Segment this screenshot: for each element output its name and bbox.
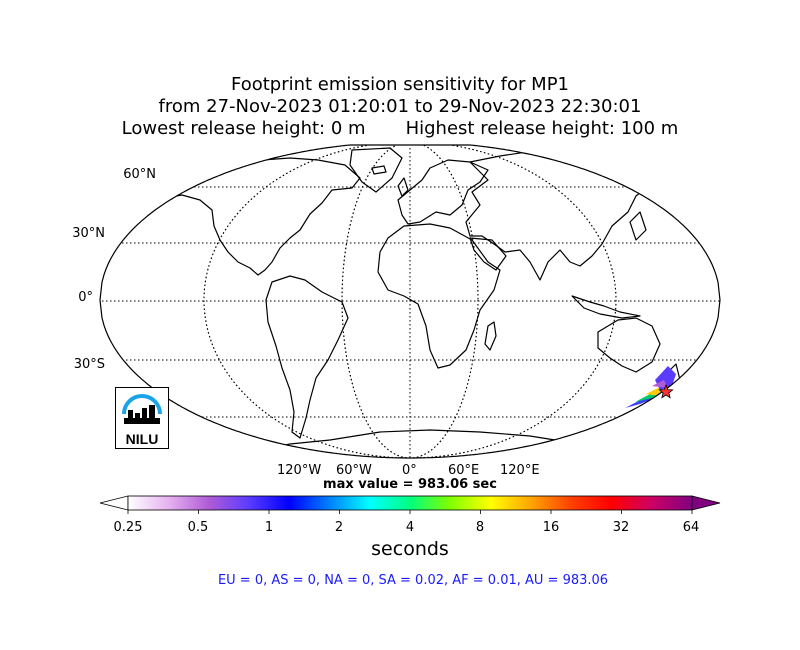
iceland-outline (371, 165, 387, 175)
map-body (100, 145, 720, 458)
plot-title-line-3: Lowest release height: 0 m Highest relea… (121, 118, 679, 139)
nilu-logo: NILU (115, 387, 169, 449)
lon-label-60w: 60°W (336, 463, 372, 478)
lon-label-120e: 120°E (500, 463, 540, 478)
regional-totals: EU = 0, AS = 0, NA = 0, SA = 0.02, AF = … (217, 573, 609, 588)
colorbar-bar (127, 495, 693, 511)
logo-bar (128, 410, 133, 420)
colorbar-tick-label: 0.25 (113, 520, 143, 535)
colorbar (99, 495, 721, 514)
colorbar-tick-label: 4 (405, 520, 415, 535)
colorbar-max-extend (691, 495, 721, 511)
lat-label-equator: 0° (78, 290, 93, 305)
logo-bar (135, 413, 140, 420)
nilu-logo-graphic (122, 394, 162, 424)
colorbar-tick-label: 1 (264, 520, 274, 535)
logo-arc (122, 394, 162, 415)
colorbar-tick-label: 64 (682, 520, 700, 535)
colorbar-tick-label: 8 (475, 520, 485, 535)
colorbar-tick-label: 32 (612, 520, 630, 535)
indonesia-outline (571, 295, 641, 319)
star-icon (658, 383, 674, 399)
logo-bar (142, 408, 147, 420)
colorbar-tick-marks (127, 510, 693, 514)
plume-core (652, 380, 668, 388)
lon-label-60e: 60°E (448, 463, 480, 478)
meridian-line (341, 145, 479, 458)
lat-label-30n: 30°N (72, 226, 105, 241)
colorbar-tick-label: 0.5 (187, 520, 209, 535)
colorbar-tick-label: 16 (542, 520, 560, 535)
lon-label-120w: 120°W (277, 463, 322, 478)
nilu-logo-text: NILU (125, 431, 159, 447)
arabian-peninsula-outline (469, 237, 507, 271)
madagascar-outline (484, 321, 497, 351)
logo-bar (149, 405, 155, 420)
lat-label-30s: 30°S (73, 357, 105, 372)
north-america-outline (149, 157, 361, 276)
lat-label-60n: 60°N (123, 167, 156, 182)
africa-outline (377, 223, 501, 369)
british-isles-outline (397, 177, 409, 197)
logo-base (124, 418, 160, 424)
lon-label-0: 0° (402, 463, 417, 478)
footprint-plume (625, 366, 676, 408)
australia-outline (597, 317, 661, 373)
japan-outline (629, 211, 647, 241)
greenland-outline (349, 147, 403, 193)
meridian-line (203, 145, 617, 458)
map-boundary (99, 144, 721, 459)
plot-title-line-1: Footprint emission sensitivity for MP1 (230, 74, 569, 95)
colorbar-min-extend (99, 495, 129, 511)
plot-title-line-2: from 27-Nov-2023 01:20:01 to 29-Nov-2023… (158, 96, 642, 117)
max-value-label: max value = 983.06 sec (323, 477, 497, 492)
colorbar-unit-label: seconds (371, 538, 449, 560)
colorbar-tick-label: 2 (334, 520, 344, 535)
south-america-outline (265, 275, 349, 439)
